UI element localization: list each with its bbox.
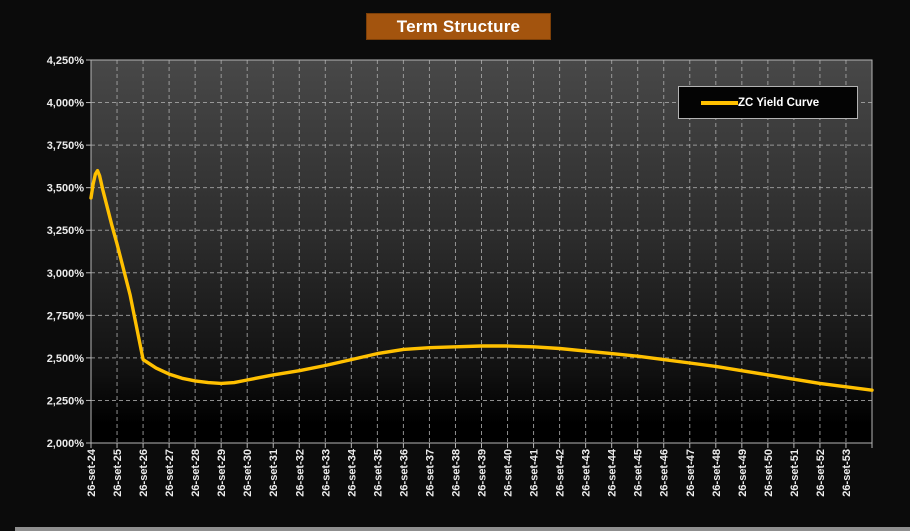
x-axis-label: 26-set-47 — [685, 449, 697, 497]
x-axis-label: 26-set-28 — [190, 449, 202, 497]
y-axis-label: 3,000% — [47, 268, 85, 280]
y-axis-label: 4,250% — [47, 55, 85, 67]
x-axis-label: 26-set-50 — [763, 449, 775, 497]
x-axis-label: 26-set-43 — [581, 449, 593, 497]
x-axis-label: 26-set-31 — [268, 449, 280, 497]
legend-line-swatch — [701, 100, 738, 105]
x-axis-label: 26-set-33 — [320, 449, 332, 497]
y-axis-label: 4,000% — [47, 98, 85, 110]
y-axis-label: 3,500% — [47, 183, 85, 195]
window-border-strip — [15, 527, 910, 531]
x-axis-label: 26-set-25 — [112, 449, 124, 497]
x-axis-label: 26-set-44 — [607, 448, 619, 497]
x-axis-label: 26-set-34 — [346, 448, 358, 497]
y-axis-label: 2,000% — [47, 438, 85, 450]
x-axis-label: 26-set-39 — [477, 449, 489, 497]
legend: ZC Yield Curve — [678, 86, 858, 119]
x-axis-label: 26-set-53 — [841, 449, 853, 497]
x-axis-label: 26-set-41 — [529, 449, 541, 497]
y-axis-label: 2,250% — [47, 395, 85, 407]
x-axis-label: 26-set-30 — [242, 449, 254, 497]
x-axis-label: 26-set-37 — [424, 449, 436, 497]
x-axis-label: 26-set-51 — [789, 449, 801, 497]
x-axis-label: 26-set-46 — [659, 449, 671, 497]
x-axis-label: 26-set-49 — [737, 449, 749, 497]
x-axis-label: 26-set-24 — [86, 448, 98, 497]
x-axis-label: 26-set-27 — [164, 449, 176, 497]
x-axis-label: 26-set-26 — [138, 449, 150, 497]
x-axis-label: 26-set-52 — [815, 449, 827, 497]
x-axis-label: 26-set-38 — [450, 449, 462, 497]
x-axis-label: 26-set-36 — [398, 449, 410, 497]
x-axis-label: 26-set-40 — [503, 449, 515, 497]
y-axis-label: 3,250% — [47, 225, 85, 237]
x-axis-label: 26-set-42 — [555, 449, 567, 497]
y-axis-label: 3,750% — [47, 140, 85, 152]
chart-title: Term Structure — [366, 13, 551, 40]
x-axis-label: 26-set-32 — [294, 449, 306, 497]
y-axis-label: 2,750% — [47, 310, 85, 322]
x-axis-label: 26-set-45 — [633, 449, 645, 497]
x-axis-label: 26-set-48 — [711, 449, 723, 497]
x-axis-label: 26-set-29 — [216, 449, 228, 497]
plot-border — [90, 59, 873, 444]
chart-title-text: Term Structure — [396, 16, 521, 36]
zc-yield-curve-line — [89, 168, 874, 392]
legend-label: ZC Yield Curve — [738, 96, 820, 109]
y-axis-label: 2,500% — [47, 353, 85, 365]
x-axis-label: 26-set-35 — [372, 449, 384, 497]
